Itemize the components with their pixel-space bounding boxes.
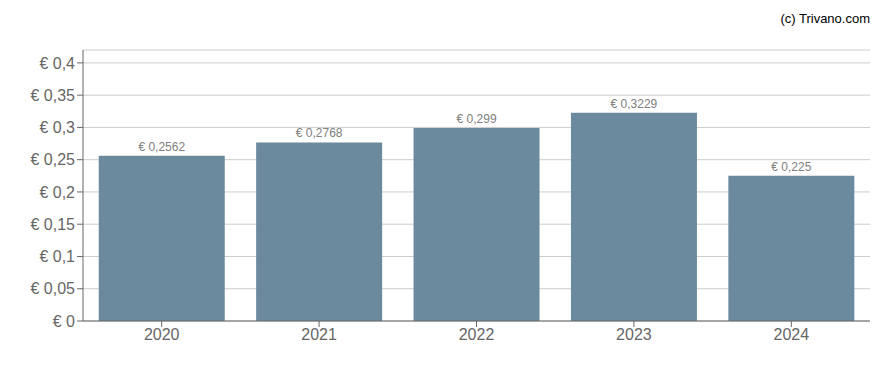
svg-text:€ 0,25: € 0,25 [31,151,76,168]
svg-text:€ 0,3: € 0,3 [39,119,75,136]
svg-text:€ 0,3229: € 0,3229 [611,97,658,111]
svg-text:€ 0,2: € 0,2 [39,184,75,201]
svg-text:2020: 2020 [144,326,180,343]
svg-text:€ 0: € 0 [53,313,75,330]
svg-text:€ 0,299: € 0,299 [457,112,497,126]
svg-text:2021: 2021 [301,326,337,343]
svg-text:€ 0,35: € 0,35 [31,87,76,104]
svg-text:2022: 2022 [459,326,495,343]
svg-text:€ 0,1: € 0,1 [39,248,75,265]
svg-text:€ 0,2768: € 0,2768 [296,126,343,140]
svg-text:€ 0,4: € 0,4 [39,55,75,72]
svg-text:€ 0,2562: € 0,2562 [138,140,185,154]
svg-text:€ 0,05: € 0,05 [31,280,76,297]
html-text:(c) Trivano.com: (c) Trivano.com [780,11,870,26]
svg-text:2023: 2023 [616,326,652,343]
svg-text:€ 0,15: € 0,15 [31,216,76,233]
svg-text:2024: 2024 [774,326,810,343]
svg-text:€ 0,225: € 0,225 [771,160,811,174]
